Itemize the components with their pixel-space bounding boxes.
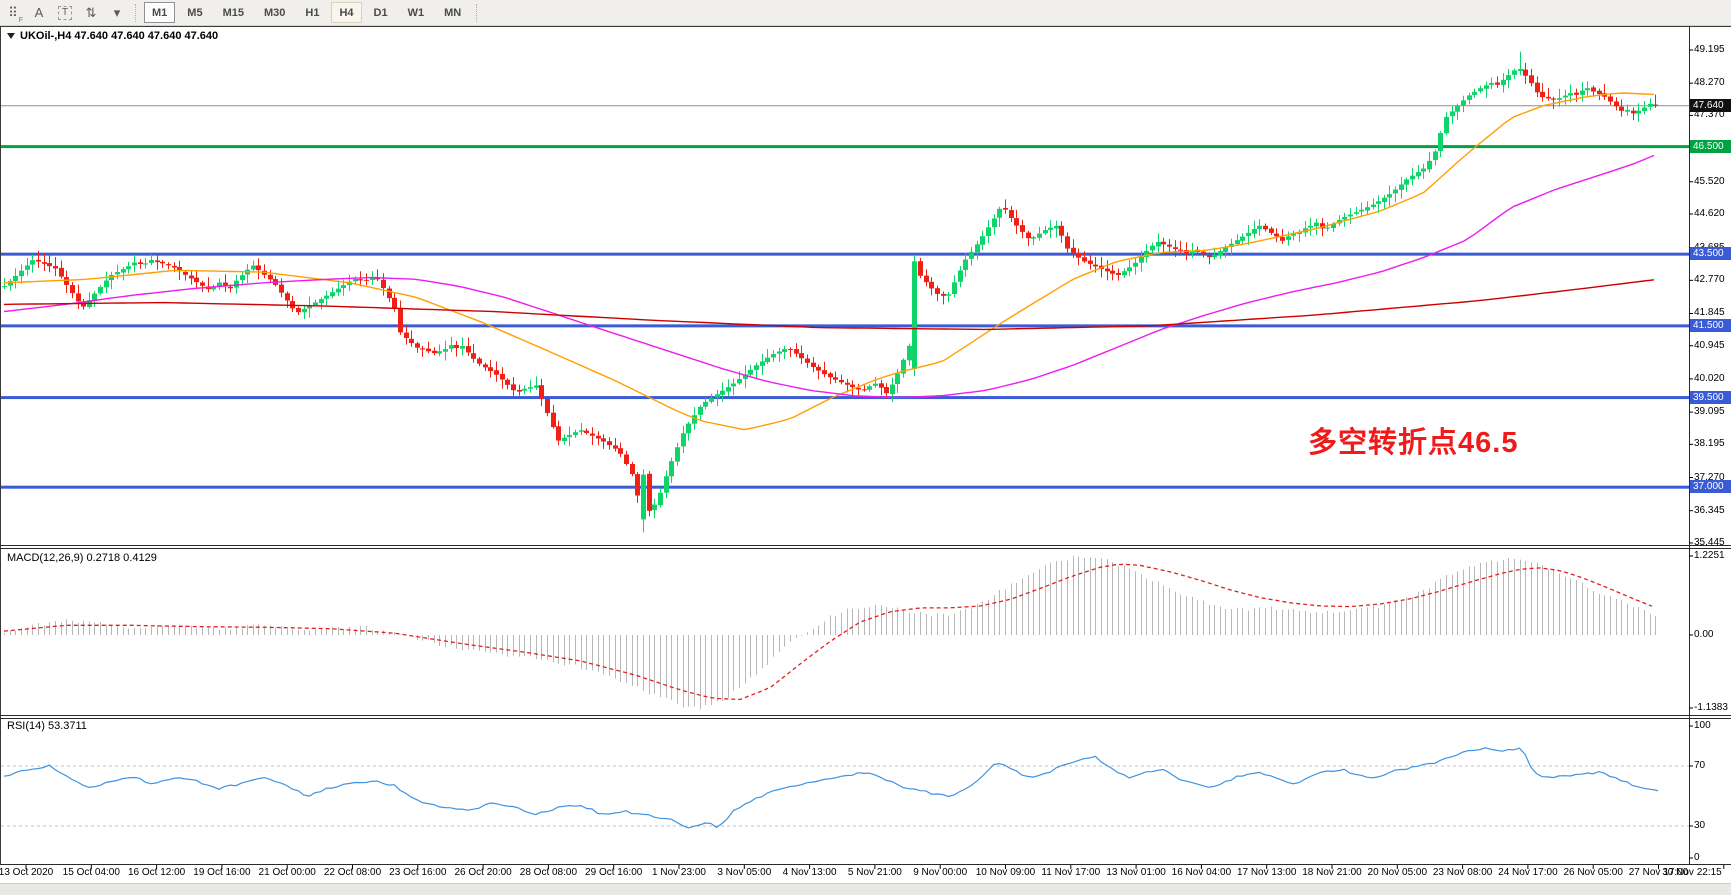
indicator-tick-label: 30	[1694, 820, 1706, 831]
price-tag-37.000: 37.000	[1690, 480, 1731, 494]
text-box-icon[interactable]: T	[54, 3, 76, 23]
time-tick-label: 17 Nov 13:00	[1236, 867, 1297, 878]
indicator-tick-label: -1.1383	[1694, 702, 1728, 713]
rsi-label: RSI(14) 53.3711	[7, 720, 87, 732]
indicator-tick-label: 0.00	[1694, 629, 1714, 640]
price-tick-label: 43.685	[1694, 242, 1725, 253]
timeframe-button-m5[interactable]: M5	[187, 6, 203, 19]
time-tick-label: 9 Nov 00:00	[913, 867, 968, 878]
price-tick-label: 38.195	[1694, 438, 1725, 450]
time-tick-label: 4 Nov 13:00	[782, 867, 837, 878]
price-panel	[1, 51, 1689, 533]
timeframe-button-h4[interactable]: H4	[331, 2, 362, 23]
indicator-tick-label: 0	[1694, 852, 1700, 863]
annotation-text: 多空转折点46.5	[1308, 427, 1519, 459]
toolbar-separator	[135, 3, 137, 22]
timeframe-button-m30[interactable]: M30	[263, 6, 286, 19]
time-tick-label: 28 Oct 08:00	[519, 867, 578, 878]
chart-title: UKOil-,H4 47.640 47.640 47.640 47.640	[7, 30, 218, 42]
time-tick-label: 22 Oct 08:00	[323, 867, 382, 878]
price-tick-label: 45.520	[1694, 175, 1725, 187]
toolbar: ⠿ F A T ⇅ ▾ M1 M5 M15 M30 H1 H4 D1 W1 MN	[0, 0, 1731, 26]
timeframe-button-h1[interactable]: H1	[305, 6, 320, 19]
status-strip	[0, 883, 1731, 895]
chart-title-text: UKOil-,H4 47.640 47.640 47.640 47.640	[20, 30, 219, 42]
timeframe-button-m15[interactable]: M15	[222, 6, 244, 19]
timeframe-button-m1[interactable]: M1	[144, 2, 176, 23]
time-tick-label: 1 Nov 23:00	[652, 867, 706, 878]
time-tick-label: 26 Oct 20:00	[454, 867, 512, 878]
time-tick-label: 27 Nov 17:00	[1628, 867, 1689, 878]
collapse-arrow-icon[interactable]	[7, 33, 15, 40]
toolbar-icon-group: ⠿ F A T ⇅ ▾	[0, 3, 130, 24]
time-tick-label: 15 Oct 04:00	[62, 867, 120, 878]
time-tick-label: 13 Oct 2020	[0, 867, 54, 878]
price-tick-label: 37.270	[1694, 471, 1725, 483]
dropdown-caret-icon[interactable]: ▾	[113, 4, 121, 20]
indicator-tick-label: 70	[1694, 760, 1706, 771]
indicator-tick-label: 1.2251	[1694, 550, 1725, 561]
price-tick-label: 48.270	[1694, 77, 1725, 89]
time-tick-label: 21 Oct 00:00	[258, 867, 316, 878]
time-tick-label: 3 Nov 05:00	[717, 867, 772, 878]
price-tick-label: 40.945	[1694, 339, 1725, 351]
macd-panel	[3, 555, 1656, 710]
timeframe-button-d1[interactable]: D1	[373, 6, 388, 19]
time-tick-label: 10 Nov 09:00	[975, 867, 1036, 878]
price-tick-label: 39.095	[1694, 406, 1725, 418]
time-tick-label: 24 Nov 17:00	[1498, 867, 1558, 878]
time-tick-label: 23 Oct 16:00	[389, 867, 447, 878]
time-tick-label: 26 Nov 05:00	[1563, 867, 1623, 878]
time-tick-label: 20 Nov 05:00	[1367, 867, 1428, 878]
price-tag-47.640: 47.640	[1690, 98, 1731, 112]
price-tag-39.500: 39.500	[1690, 390, 1731, 404]
price-tick-label: 36.345	[1694, 504, 1725, 516]
time-tick-label: 19 Oct 16:00	[193, 867, 251, 878]
time-tick-label: 13 Nov 01:00	[1106, 867, 1166, 878]
time-tick-label: 16 Nov 04:00	[1171, 867, 1232, 878]
price-tick-label: 47.370	[1694, 109, 1725, 121]
arrange-arrows-icon[interactable]: ⇅	[85, 4, 97, 20]
time-tick-label: 5 Nov 21:00	[847, 867, 902, 878]
price-tick-label: 49.195	[1694, 44, 1725, 55]
price-tag-46.500: 46.500	[1690, 139, 1731, 153]
price-tick-label: 40.020	[1694, 372, 1725, 384]
timeframe-button-mn[interactable]: MN	[444, 6, 462, 19]
price-tag-43.500: 43.500	[1690, 247, 1731, 261]
time-tick-label: 23 Nov 08:00	[1432, 867, 1493, 878]
time-tick-label: 18 Nov 21:00	[1302, 867, 1362, 878]
macd-label: MACD(12,26,9) 0.2718 0.4129	[7, 552, 157, 564]
timeframe-button-w1[interactable]: W1	[407, 6, 425, 19]
price-tick-label: 41.845	[1694, 307, 1725, 319]
timeframe-button-group: M1 M5 M15 M30 H1 H4 D1 W1 MN	[142, 2, 471, 23]
time-tick-label: 11 Nov 17:00	[1041, 867, 1101, 878]
price-tick-label: 35.445	[1694, 536, 1725, 548]
time-tick-label: 16 Oct 12:00	[127, 867, 186, 878]
time-tick-label: 29 Oct 16:00	[585, 867, 643, 878]
text-annotation-icon[interactable]: A	[34, 5, 44, 20]
indicator-tick-label: 100	[1694, 720, 1711, 731]
price-tick-label: 44.620	[1694, 208, 1725, 219]
toolbar-separator	[476, 3, 478, 22]
price-tag-41.500: 41.500	[1690, 318, 1731, 332]
time-tick-label: 30 Nov 22:15	[1662, 867, 1722, 878]
price-tick-label: 42.770	[1694, 274, 1725, 286]
rsi-panel	[1, 747, 1689, 829]
toolbar-grip-icon[interactable]: ⠿ F	[8, 4, 23, 24]
